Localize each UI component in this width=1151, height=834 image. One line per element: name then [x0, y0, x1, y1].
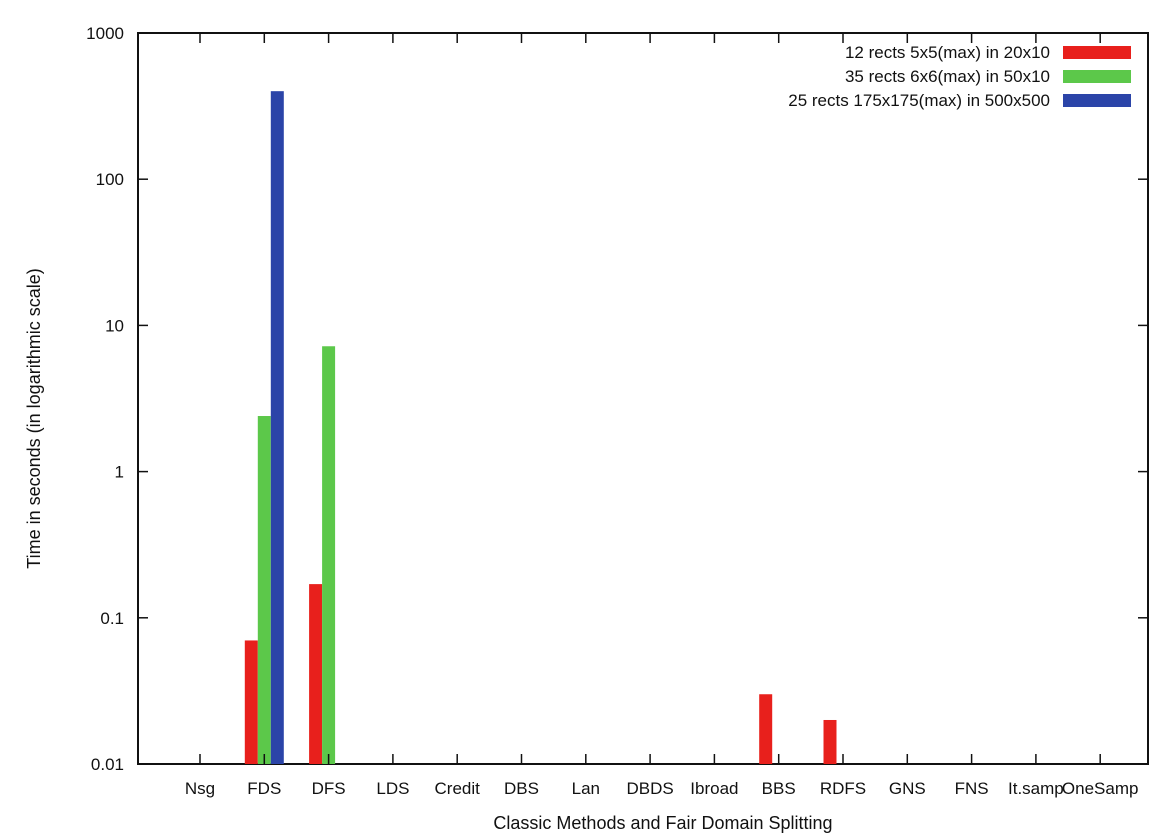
x-tick-label: Credit [435, 779, 481, 798]
y-axis-title: Time in seconds (in logarithmic scale) [24, 268, 44, 568]
bar-RDFS-series-1 [823, 719, 837, 764]
y-tick-label: 1 [115, 463, 124, 482]
y-tick-label: 1000 [86, 24, 124, 43]
legend-label: 35 rects 6x6(max) in 50x10 [845, 67, 1050, 86]
bar-DFS-series-1 [309, 584, 323, 764]
x-axis-title: Classic Methods and Fair Domain Splittin… [493, 813, 832, 833]
x-tick-label: LDS [376, 779, 409, 798]
x-tick-label: DBDS [626, 779, 673, 798]
bar-FDS-series-3 [270, 91, 284, 764]
bar-BBS-series-1 [759, 694, 773, 764]
y-tick-label: 0.1 [100, 609, 124, 628]
x-tick-label: GNS [889, 779, 926, 798]
y-tick-label: 10 [105, 316, 124, 335]
bar-series-group [244, 91, 837, 764]
bar-DFS-series-2 [322, 346, 336, 764]
x-tick-label: DBS [504, 779, 539, 798]
x-tick-label: Ibroad [690, 779, 738, 798]
legend-swatch [1063, 46, 1131, 59]
y-tick-label: 0.01 [91, 755, 124, 774]
x-tick-label: OneSamp [1062, 779, 1139, 798]
x-tick-label: FDS [247, 779, 281, 798]
x-tick-label: BBS [762, 779, 796, 798]
plot-frame [137, 32, 1149, 765]
legend-label: 12 rects 5x5(max) in 20x10 [845, 43, 1050, 62]
legend: 12 rects 5x5(max) in 20x10 35 rects 6x6(m… [788, 43, 1131, 110]
y-axis-ticks: 0.01 0.1 1 10 100 1000 [86, 24, 1148, 774]
x-tick-label: FNS [955, 779, 989, 798]
x-tick-label: It.samp [1008, 779, 1064, 798]
legend-swatch [1063, 94, 1131, 107]
legend-label: 25 rects 175x175(max) in 500x500 [788, 91, 1050, 110]
x-tick-label: RDFS [820, 779, 866, 798]
x-tick-label: DFS [312, 779, 346, 798]
bar-FDS-series-2 [257, 416, 271, 764]
x-tick-label: Nsg [185, 779, 215, 798]
x-axis-ticks: Nsg FDS DFS LDS Credit DBS Lan DBDS Ibroad BBS RDF… [185, 33, 1139, 798]
legend-swatch [1063, 70, 1131, 83]
bar-FDS-series-1 [244, 640, 258, 764]
plot-axes [137, 32, 1149, 765]
x-tick-label: Lan [572, 779, 600, 798]
y-tick-label: 100 [96, 170, 124, 189]
